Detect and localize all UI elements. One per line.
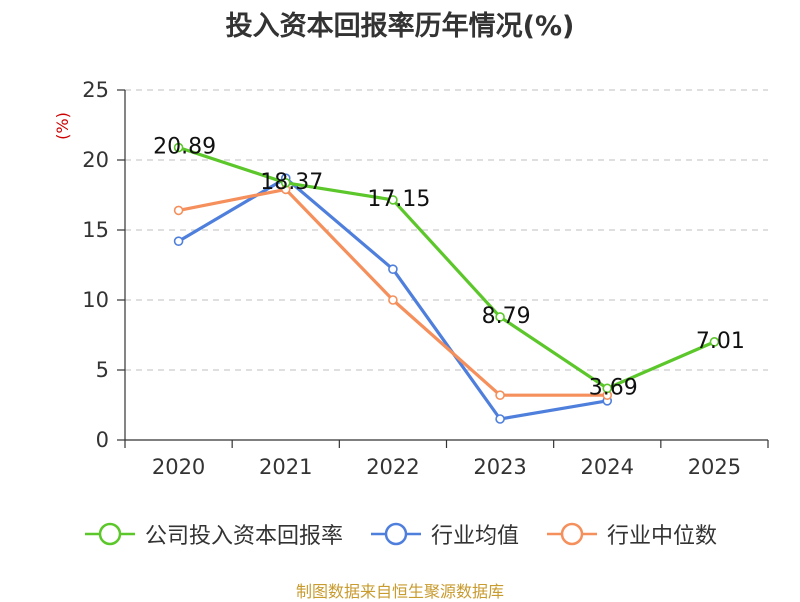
y-tick-label: 0 (96, 428, 109, 452)
data-label: 3.69 (589, 375, 638, 400)
data-label: 17.15 (367, 187, 430, 212)
x-tick-label: 2023 (473, 455, 526, 479)
data-label: 18.37 (260, 170, 323, 195)
legend-label: 行业中位数 (607, 524, 718, 549)
y-axis-label: (%) (53, 112, 72, 140)
y-tick-label: 25 (82, 78, 109, 102)
data-point (495, 414, 505, 424)
data-point (388, 295, 398, 305)
x-tick-label: 2022 (366, 455, 419, 479)
y-tick-label: 15 (82, 218, 109, 242)
data-point (173, 205, 184, 216)
legend-item[interactable]: 行业中位数 (545, 518, 717, 550)
x-tick-label: 2020 (152, 455, 205, 479)
y-tick-label: 20 (82, 148, 109, 172)
data-label: 20.89 (153, 135, 216, 160)
x-tick-label: 2024 (581, 455, 634, 479)
data-point (280, 178, 291, 188)
data-point (495, 312, 505, 322)
x-tick-label: 2021 (259, 455, 312, 479)
data-label: 8.79 (482, 304, 531, 329)
data-source-note: 制图数据来自恒生聚源数据库 (295, 582, 504, 601)
y-tick-label: 10 (82, 288, 109, 312)
data-point (495, 390, 505, 401)
data-point (602, 383, 613, 394)
legend-label: 行业均值 (430, 524, 519, 549)
data-point (388, 195, 398, 205)
x-tick-label: 2025 (688, 455, 741, 479)
series-line (178, 187, 608, 397)
series-line (178, 146, 716, 390)
data-point (173, 236, 184, 246)
data-label: 7.01 (696, 329, 745, 354)
legend: 公司投入资本回报率 行业均值 行业中位数 (0, 518, 800, 550)
legend-label: 公司投入资本回报率 (144, 524, 343, 549)
data-point (388, 264, 398, 275)
chart-title: 投入资本回报率历年情况(%) (225, 11, 575, 42)
legend-item[interactable]: 行业均值 (369, 518, 519, 550)
legend-line-marker-icon (370, 522, 421, 546)
legend-line-marker-icon (84, 522, 135, 546)
data-point (173, 142, 184, 153)
legend-item[interactable]: 公司投入资本回报率 (83, 518, 343, 550)
y-tick-label: 5 (96, 358, 109, 382)
legend-line-marker-icon (547, 522, 597, 546)
data-point (709, 337, 720, 347)
